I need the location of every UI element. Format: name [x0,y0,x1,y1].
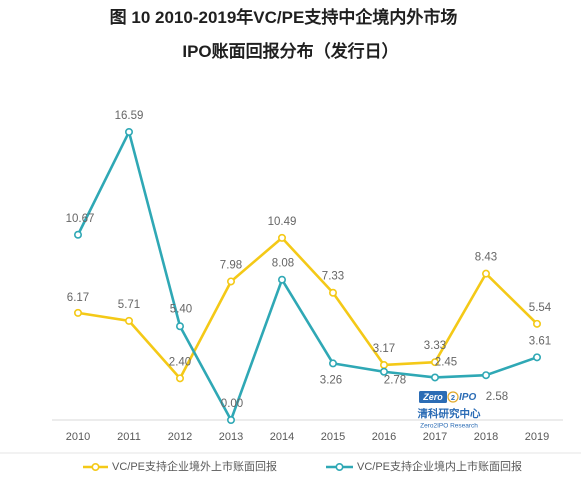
x-tick-label-2013: 2013 [219,431,243,443]
series-layer [74,127,541,424]
data-point-domestic-2011 [125,127,134,136]
data-point-domestic-2013 [227,415,236,424]
data-point-overseas-2014 [277,233,286,242]
data-point-overseas-2015 [328,288,337,297]
logo-mark-box [419,391,447,403]
data-label-overseas-2015: 7.33 [322,271,344,283]
x-tick-label-2017: 2017 [423,431,447,443]
data-label-domestic-2010: 10.67 [66,213,95,225]
series-line-overseas [76,236,539,380]
data-point-overseas-2011 [125,316,134,325]
data-label-domestic-2017: 2.45 [435,356,457,368]
data-label-domestic-2014: 8.08 [272,258,294,270]
chart-title-line-2: IPO账面回报分布（发行日） [182,42,399,61]
data-label-domestic-2012: 5.40 [170,303,192,315]
x-tick-label-2011: 2011 [117,431,141,443]
legend-item-domestic: VC/PE支持企业境内上市账面回报 [326,459,522,473]
legend: VC/PE支持企业境外上市账面回报 VC/PE支持企业境内上市账面回报 [83,459,522,473]
data-point-overseas-2019 [532,319,541,328]
data-label-overseas-2012: 2.40 [169,356,191,368]
legend-label-overseas: VC/PE支持企业境外上市账面回报 [112,459,277,473]
legend-swatch-marker-domestic [335,462,344,471]
data-label-overseas-2018: 8.43 [475,252,497,264]
data-point-domestic-2010 [74,230,83,239]
legend-item-overseas: VC/PE支持企业境外上市账面回报 [83,459,277,473]
logo-mark-digit: 2 [451,393,455,402]
data-point-domestic-2018 [481,371,490,380]
logo-mark-digit-ring [447,391,459,403]
data-label-domestic-2015: 3.26 [320,374,342,386]
series-line-domestic [76,130,539,422]
data-label-domestic-2018: 2.58 [486,391,508,403]
data-label-domestic-2013: 0.00 [221,398,243,410]
data-label-overseas-2014: 10.49 [268,216,297,228]
legend-swatch-marker-overseas [91,462,100,471]
logo-mark-box-text: Zero [422,392,443,402]
data-point-overseas-2010 [74,308,83,317]
data-point-overseas-2012 [176,374,185,383]
data-labels-layer: 6.17 5.71 2.40 7.98 10.49 7.33 3.17 3.33 8.43 5.5… [66,110,552,410]
data-label-overseas-2013: 7.98 [220,259,242,271]
data-point-overseas-2013 [227,277,236,286]
data-label-overseas-2010: 6.17 [67,292,89,304]
data-point-overseas-2016 [379,360,388,369]
data-label-domestic-2011: 16.59 [115,110,144,122]
data-point-domestic-2014 [277,275,286,284]
logo-name-en: Zero2IPO Research [420,423,478,430]
data-point-overseas-2018 [481,269,490,278]
data-label-domestic-2016: 2.78 [384,375,406,387]
data-point-domestic-2012 [176,322,185,331]
chart-title-line-1: 图 10 2010-2019年VC/PE支持中企境内外市场 [109,8,458,27]
x-tick-label-2018: 2018 [474,431,498,443]
series-domestic [74,127,541,424]
data-point-domestic-2017 [430,373,439,382]
x-tick-label-2014: 2014 [270,431,294,443]
legend-label-domestic: VC/PE支持企业境内上市账面回报 [357,459,522,473]
zero2ipo-logo: Zero 2 IPO 清科研究中心 Zero2IPO Research [418,391,481,430]
x-tick-label-2010: 2010 [66,431,90,443]
x-axis-tick-labels: 2010 2011 2012 2013 2014 2015 2016 2017 2018 2019 [66,431,549,443]
x-tick-label-2016: 2016 [372,431,396,443]
logo-mark-tail: IPO [459,392,476,403]
x-tick-label-2019: 2019 [525,431,549,443]
data-label-overseas-2017: 3.33 [424,340,446,352]
logo-name-cn: 清科研究中心 [418,407,481,420]
series-overseas [74,233,541,383]
data-point-overseas-2017 [430,358,439,367]
data-point-domestic-2019 [532,353,541,362]
x-tick-label-2015: 2015 [321,431,345,443]
x-tick-label-2012: 2012 [168,431,192,443]
data-label-overseas-2011: 5.71 [118,299,140,311]
data-label-domestic-2019: 3.61 [529,335,551,347]
data-point-domestic-2015 [328,359,337,368]
data-label-overseas-2016: 3.17 [373,343,395,355]
data-point-domestic-2016 [379,367,388,376]
data-label-overseas-2019: 5.54 [529,302,552,314]
